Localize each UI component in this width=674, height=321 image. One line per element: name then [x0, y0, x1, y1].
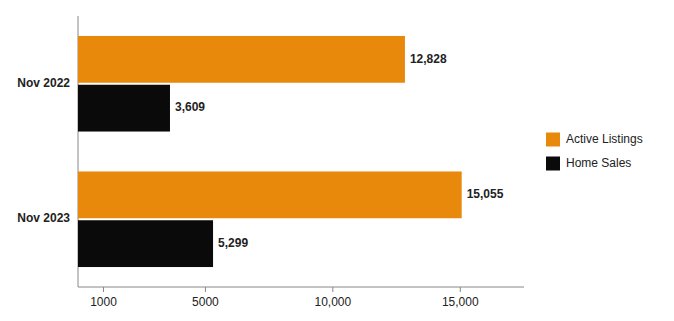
legend-label: Home Sales: [566, 156, 631, 170]
legend-swatch: [546, 157, 560, 171]
x-axis-line: [78, 287, 524, 288]
bars: [78, 36, 462, 267]
chart: 1000 5000 10,000 15,000 Nov 2022 Nov 2023 12,8…: [0, 0, 674, 321]
x-tick-label: 15,000: [442, 295, 479, 309]
x-tick: [103, 287, 104, 292]
data-labels: 12,828 15,055 3,609 5,299: [175, 52, 504, 250]
bar: [78, 85, 170, 132]
data-label: 15,055: [467, 187, 504, 201]
legend-label: Active Listings: [566, 132, 643, 146]
y-ticks: Nov 2022 Nov 2023: [17, 76, 70, 226]
x-tick: [205, 287, 206, 292]
y-tick-label: Nov 2023: [17, 211, 70, 225]
y-tick-label: Nov 2022: [17, 76, 70, 90]
x-tick-label: 10,000: [315, 295, 352, 309]
x-tick: [332, 287, 333, 292]
chart-container: 1000 5000 10,000 15,000 Nov 2022 Nov 2023 12,8…: [0, 0, 674, 321]
bar: [78, 36, 405, 83]
x-tick: [460, 287, 461, 292]
x-tick-label: 5000: [192, 295, 219, 309]
data-label: 3,609: [175, 100, 205, 114]
bar: [78, 171, 462, 218]
legend-swatch: [546, 133, 560, 147]
x-tick-label: 1000: [90, 295, 117, 309]
data-label: 5,299: [218, 236, 248, 250]
data-label: 12,828: [410, 52, 447, 66]
x-ticks: 1000 5000 10,000 15,000: [90, 287, 479, 309]
bar: [78, 220, 213, 267]
legend: Active Listings Home Sales: [546, 132, 643, 171]
